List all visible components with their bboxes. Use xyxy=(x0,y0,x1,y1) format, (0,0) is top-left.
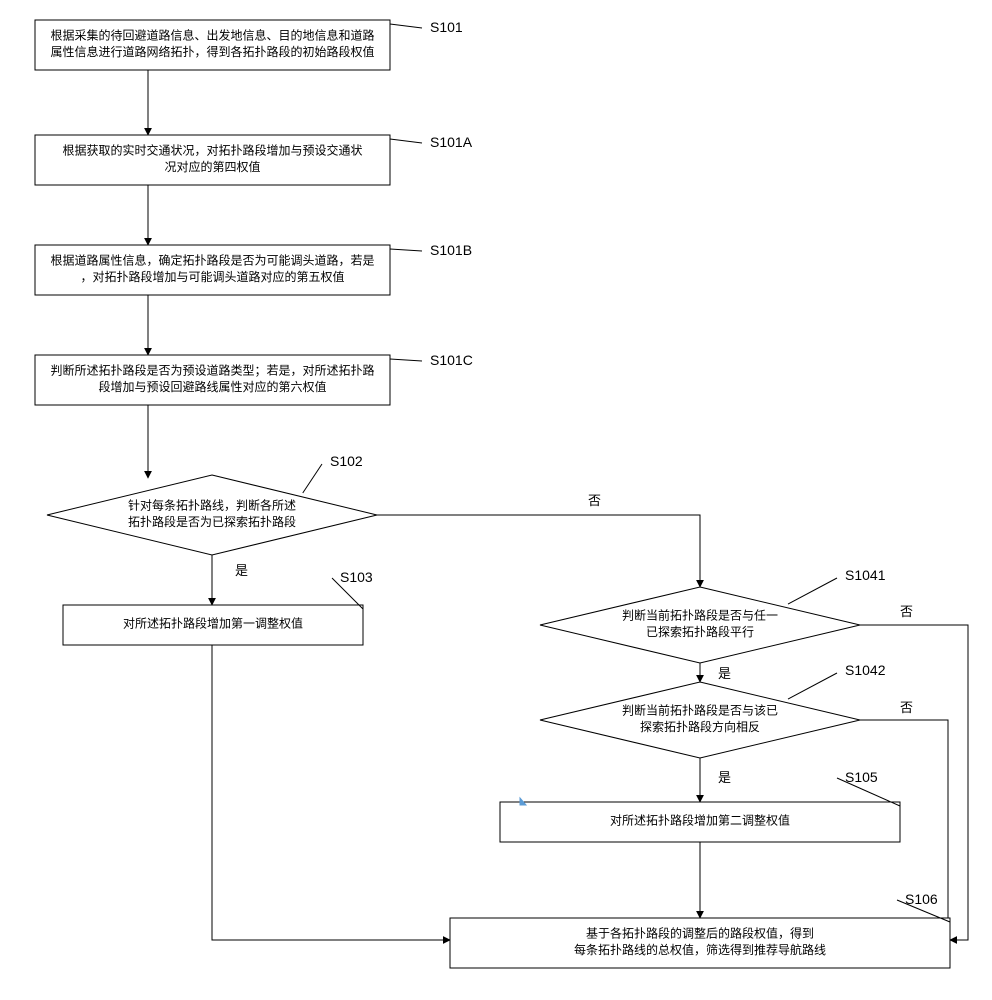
label-leader xyxy=(390,249,422,251)
node-label-s101c: S101C xyxy=(430,352,473,368)
edge xyxy=(212,645,450,940)
svg-text:根据采集的待回避道路信息、出发地信息、目的地信息和道路: 根据采集的待回避道路信息、出发地信息、目的地信息和道路 xyxy=(50,28,374,43)
edge-label: 是 xyxy=(718,770,731,785)
label-leader xyxy=(390,24,422,28)
edge xyxy=(377,515,700,587)
label-leader xyxy=(303,464,322,493)
svg-text:根据获取的实时交通状况，对拓扑路段增加与预设交通状: 根据获取的实时交通状况，对拓扑路段增加与预设交通状 xyxy=(62,143,362,158)
flowchart-canvas: 是否是否是否根据采集的待回避道路信息、出发地信息、目的地信息和道路属性信息进行道… xyxy=(0,0,992,1000)
svg-text:判断当前拓扑路段是否与任一: 判断当前拓扑路段是否与任一 xyxy=(622,608,778,623)
svg-text:根据道路属性信息，确定拓扑路段是否为可能调头道路，若是: 根据道路属性信息，确定拓扑路段是否为可能调头道路，若是 xyxy=(50,253,374,268)
svg-text:基于各拓扑路段的调整后的路段权值，得到: 基于各拓扑路段的调整后的路段权值，得到 xyxy=(586,926,814,941)
svg-text:对所述拓扑路段增加第二调整权值: 对所述拓扑路段增加第二调整权值 xyxy=(610,813,790,828)
node-label-s101b: S101B xyxy=(430,242,472,258)
svg-text:已探索拓扑路段平行: 已探索拓扑路段平行 xyxy=(646,624,754,639)
node-label-s106: S106 xyxy=(905,891,938,907)
node-label-s1041: S1041 xyxy=(845,567,886,583)
node-label-s102: S102 xyxy=(330,453,363,469)
node-label-s101: S101 xyxy=(430,19,463,35)
svg-text:对所述拓扑路段增加第一调整权值: 对所述拓扑路段增加第一调整权值 xyxy=(123,616,303,631)
node-label-s103: S103 xyxy=(340,569,373,585)
svg-text:拓扑路段是否为已探索拓扑路段: 拓扑路段是否为已探索拓扑路段 xyxy=(128,514,296,529)
edge-label: 否 xyxy=(900,604,913,619)
label-leader xyxy=(788,673,837,699)
svg-text:属性信息进行道路网络拓扑，得到各拓扑路段的初始路段权值: 属性信息进行道路网络拓扑，得到各拓扑路段的初始路段权值 xyxy=(50,44,374,59)
svg-text:判断所述拓扑路段是否为预设道路类型；若是，对所述拓扑路: 判断所述拓扑路段是否为预设道路类型；若是，对所述拓扑路 xyxy=(50,363,374,378)
node-label-s1042: S1042 xyxy=(845,662,886,678)
edge-label: 是 xyxy=(718,666,731,681)
svg-text:段增加与预设回避路线属性对应的第六权值: 段增加与预设回避路线属性对应的第六权值 xyxy=(98,379,326,394)
svg-text:针对每条拓扑路线，判断各所述: 针对每条拓扑路线，判断各所述 xyxy=(128,498,296,513)
svg-text:判断当前拓扑路段是否与该已: 判断当前拓扑路段是否与该已 xyxy=(622,703,778,718)
node-label-s101a: S101A xyxy=(430,134,473,150)
label-leader xyxy=(390,139,422,143)
svg-text:每条拓扑路线的总权值，筛选得到推荐导航路线: 每条拓扑路线的总权值，筛选得到推荐导航路线 xyxy=(574,942,826,957)
edge-label: 是 xyxy=(235,563,248,578)
node-label-s105: S105 xyxy=(845,769,878,785)
label-leader xyxy=(788,578,837,604)
svg-text:，对拓扑路段增加与可能调头道路对应的第五权值: ，对拓扑路段增加与可能调头道路对应的第五权值 xyxy=(80,269,344,284)
svg-text:探索拓扑路段方向相反: 探索拓扑路段方向相反 xyxy=(640,719,760,734)
label-leader xyxy=(390,359,422,361)
edge-label: 否 xyxy=(900,700,913,715)
edge-label: 否 xyxy=(588,493,601,508)
svg-text:况对应的第四权值: 况对应的第四权值 xyxy=(164,159,260,174)
